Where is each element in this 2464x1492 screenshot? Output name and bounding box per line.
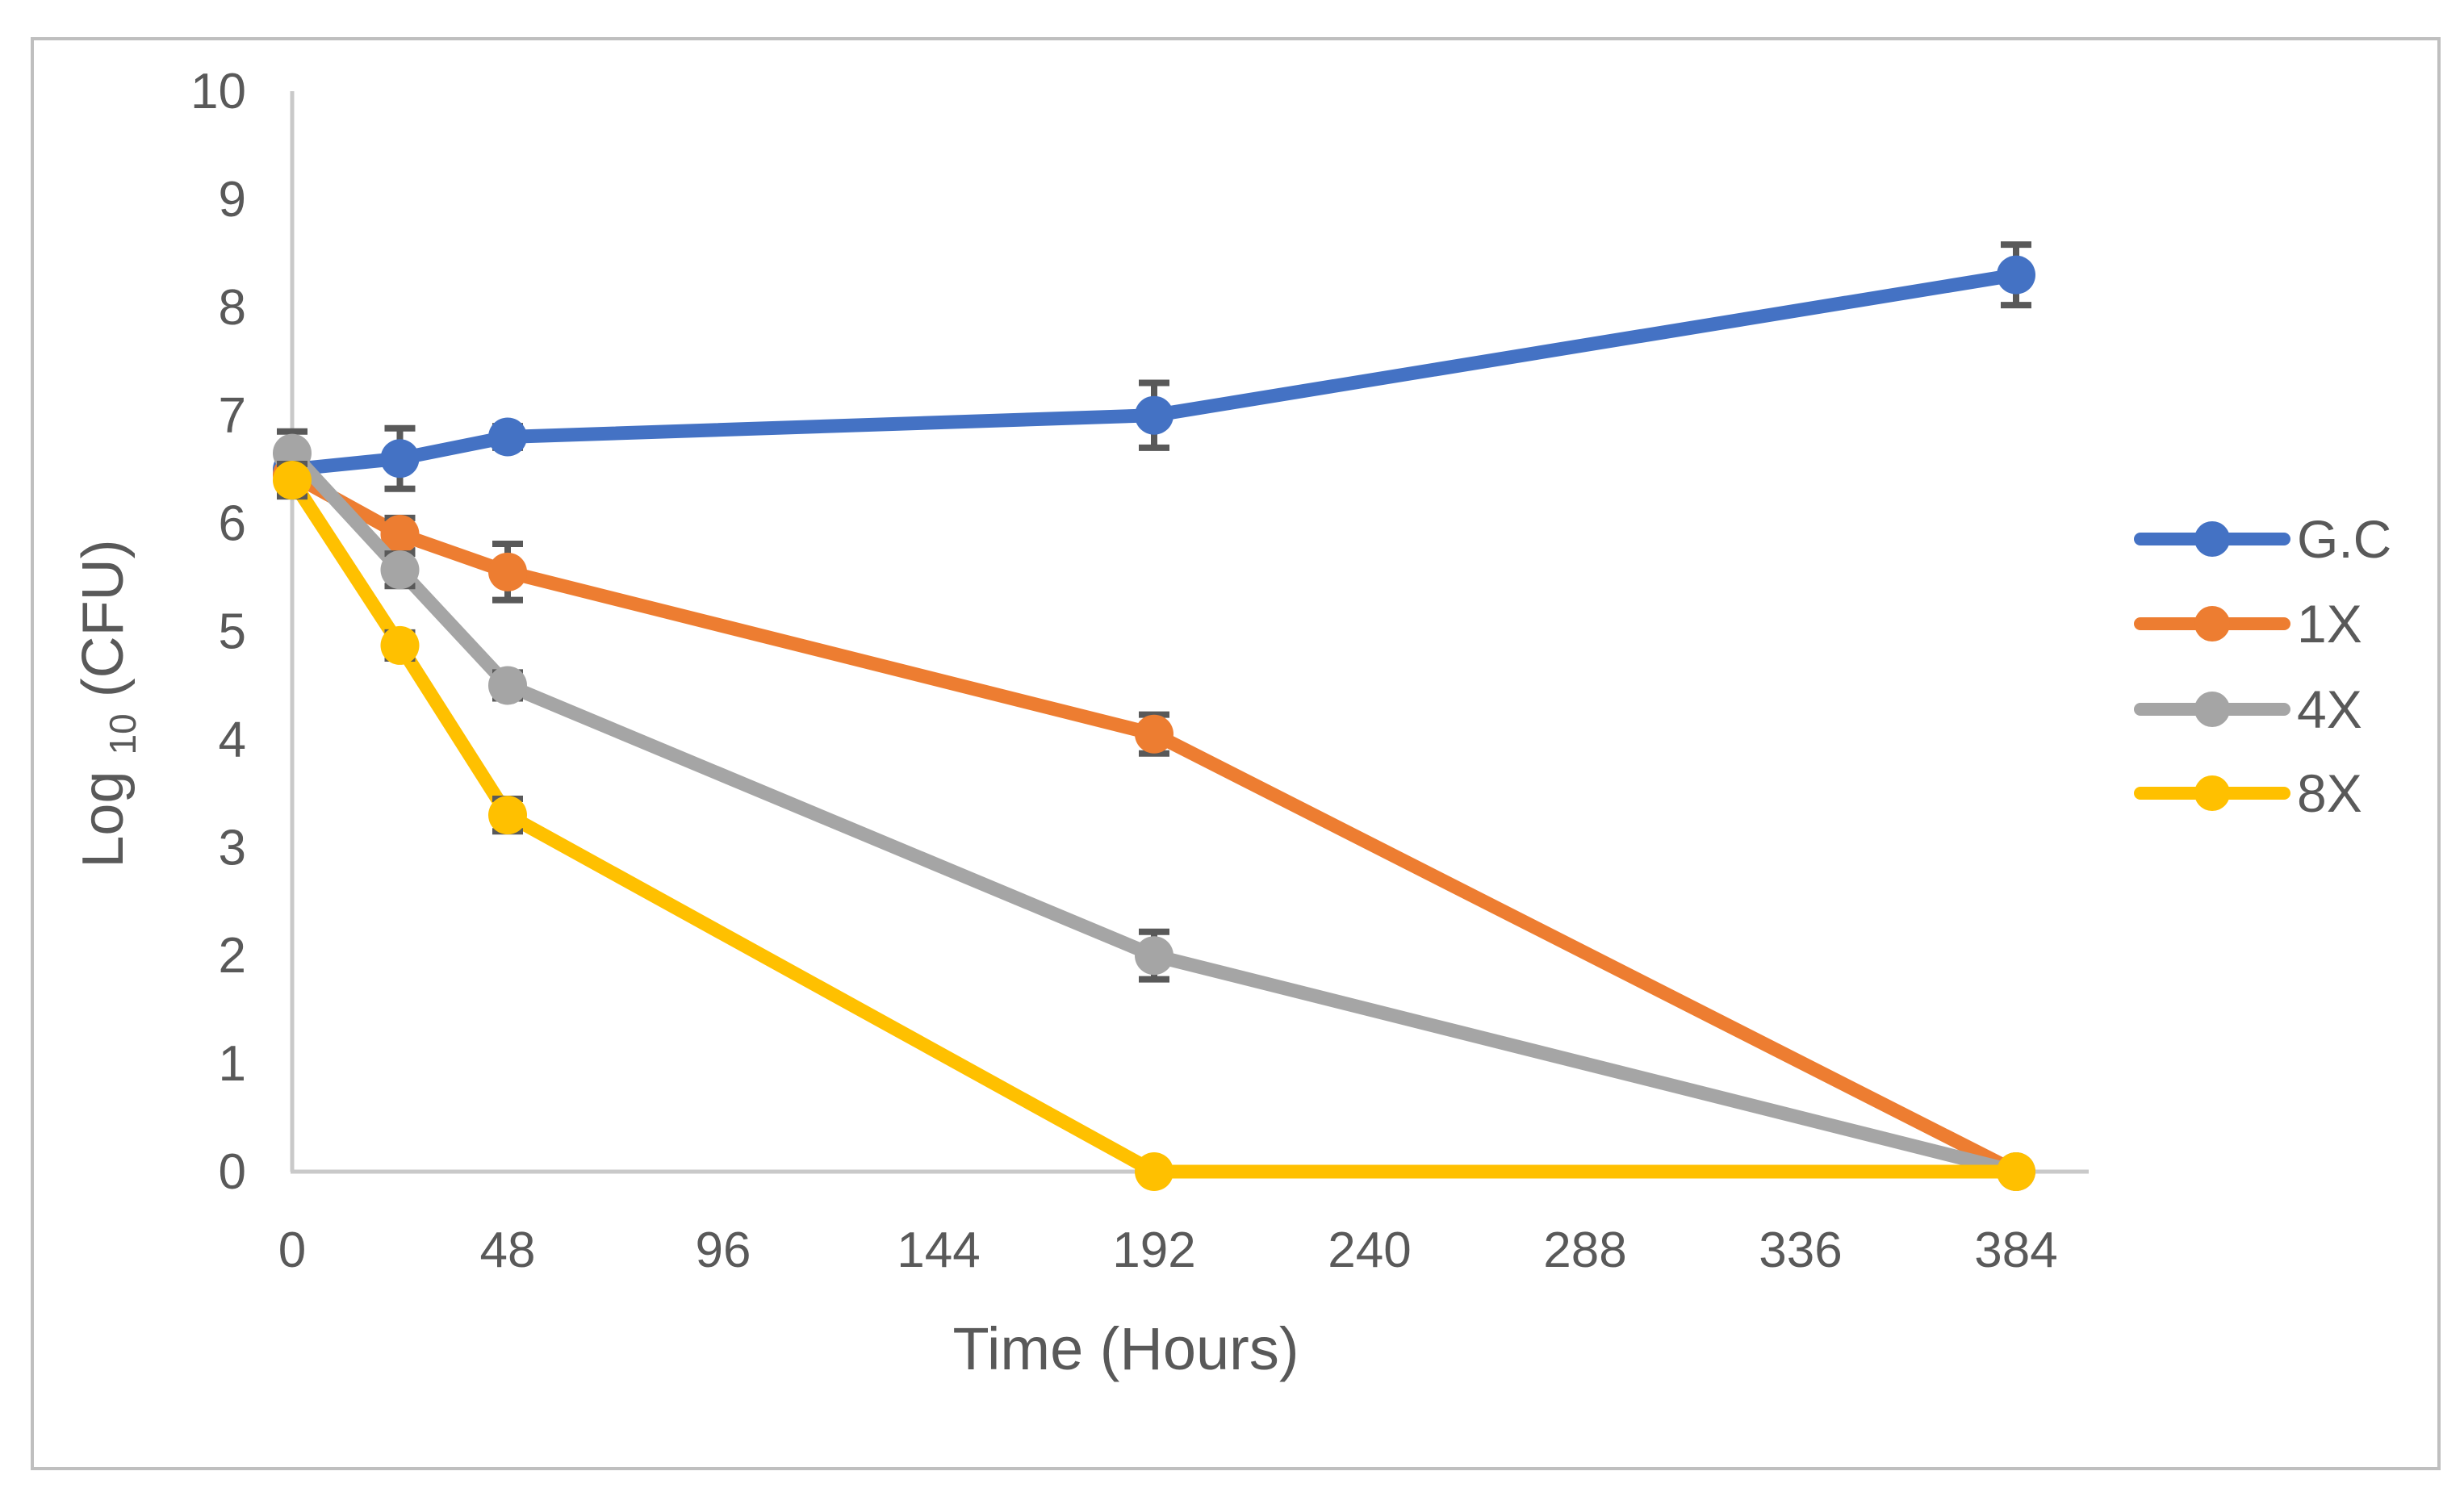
legend-item-4x: 4X	[2134, 679, 2362, 739]
legend-marker-8x	[2194, 775, 2230, 811]
series-layer	[273, 241, 2035, 1191]
x-tick-label: 48	[480, 1222, 536, 1278]
data-point-marker-gc	[380, 439, 420, 479]
legend-marker-4x	[2194, 692, 2230, 727]
data-point-marker-1x	[380, 514, 420, 554]
x-tick-label: 240	[1328, 1222, 1411, 1278]
data-point-marker-4x	[1135, 936, 1173, 976]
data-point-marker-8x	[380, 625, 420, 665]
legend-item-gc: G.C	[2134, 509, 2391, 569]
y-axis-title-main: Log	[71, 771, 136, 868]
series-line-4x	[285, 446, 2023, 1179]
legend-label-4x: 4X	[2297, 679, 2362, 739]
legend-item-1x: 1X	[2134, 594, 2362, 654]
x-axis-title: Time (Hours)	[953, 1315, 1299, 1382]
data-point-marker-8x	[488, 796, 527, 835]
series-8x	[273, 460, 2035, 1191]
data-point-marker-8x	[1997, 1152, 2035, 1191]
y-tick-label: 4	[219, 712, 246, 767]
x-tick-label: 192	[1112, 1222, 1195, 1278]
y-axis-title-subscript: 10	[102, 713, 144, 754]
y-tick-label: 5	[219, 604, 246, 660]
y-tick-label: 10	[190, 64, 246, 119]
y-axis-title-rest: (CFU)	[71, 539, 136, 697]
y-tick-label: 8	[219, 280, 246, 336]
series-gc	[273, 241, 2035, 492]
y-tick-label: 7	[219, 388, 246, 444]
x-tick-label: 96	[696, 1222, 751, 1278]
x-tick-label: 384	[1974, 1222, 2057, 1278]
data-point-marker-gc	[488, 417, 527, 457]
series-1x	[273, 455, 2035, 1191]
data-point-marker-8x	[1135, 1152, 1173, 1191]
data-point-marker-1x	[488, 552, 527, 591]
y-axis-title: Log 10 (CFU)	[71, 539, 149, 867]
legend-marker-gc	[2194, 521, 2230, 557]
y-tick-label: 1	[219, 1036, 246, 1092]
y-tick-label: 9	[219, 172, 246, 228]
legend-label-gc: G.C	[2297, 509, 2391, 569]
legend-marker-1x	[2194, 606, 2230, 642]
data-point-marker-1x	[1135, 714, 1173, 754]
legend-label-1x: 1X	[2297, 594, 2362, 654]
legend-label-8x: 8X	[2297, 763, 2362, 823]
x-tick-label: 336	[1759, 1222, 1842, 1278]
series-line-1x	[285, 467, 2023, 1179]
legend-item-8x: 8X	[2134, 763, 2362, 823]
data-point-marker-4x	[488, 666, 527, 705]
axes-layer	[290, 91, 2089, 1174]
data-point-marker-4x	[380, 550, 420, 590]
y-tick-label: 6	[219, 496, 246, 552]
y-tick-label: 2	[219, 928, 246, 984]
series-4x	[273, 428, 2035, 1191]
x-tick-label: 288	[1543, 1222, 1626, 1278]
y-tick-label: 3	[219, 820, 246, 876]
y-tick-label: 0	[219, 1144, 246, 1200]
data-point-marker-8x	[273, 461, 312, 500]
x-tick-label: 144	[897, 1222, 980, 1278]
tick-labels-layer: 0 1 2 3 4 5 6 7 8 9 10 0 48 96 144 192 240 288 336 384	[190, 64, 2058, 1278]
legend: G.C 1X 4X 8X	[2134, 509, 2391, 823]
data-point-marker-gc	[1997, 255, 2035, 295]
data-point-marker-gc	[1135, 395, 1173, 435]
x-tick-label: 0	[278, 1222, 306, 1278]
figure-border	[31, 37, 2441, 1470]
